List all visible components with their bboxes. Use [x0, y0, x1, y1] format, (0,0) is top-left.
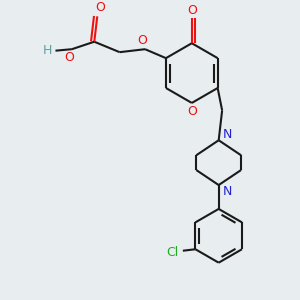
Text: O: O — [187, 4, 197, 17]
Text: Cl: Cl — [166, 246, 178, 259]
Text: N: N — [222, 128, 232, 141]
Text: O: O — [64, 51, 74, 64]
Text: N: N — [222, 184, 232, 197]
Text: O: O — [138, 34, 148, 47]
Text: H: H — [42, 44, 52, 57]
Text: O: O — [95, 2, 105, 14]
Text: O: O — [187, 105, 197, 118]
